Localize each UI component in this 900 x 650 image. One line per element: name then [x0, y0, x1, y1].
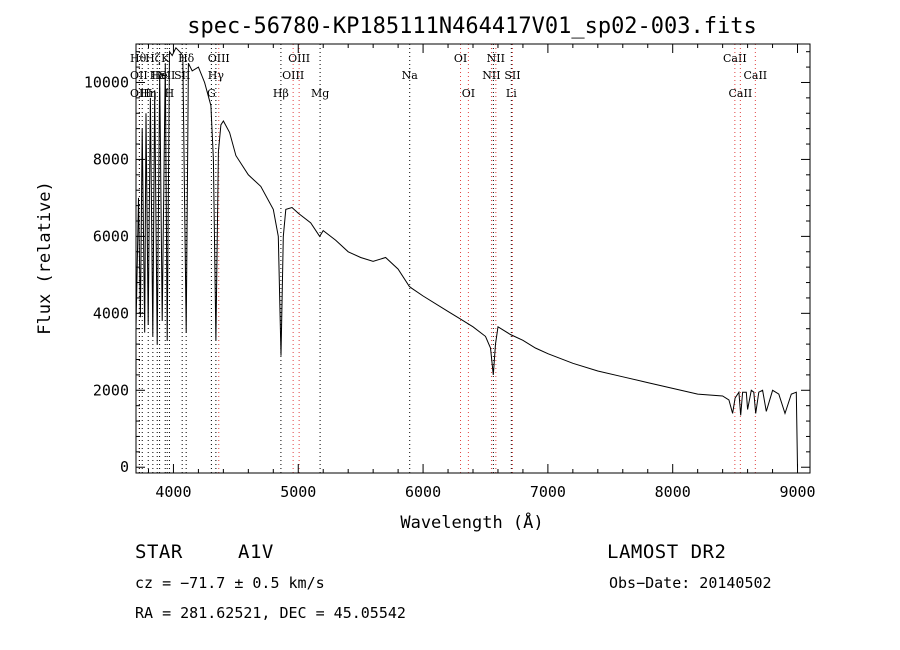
x-tick-label: 8000 [655, 483, 691, 501]
survey-label: LAMOST DR2 [607, 541, 727, 563]
y-tick-label: 10000 [84, 73, 129, 91]
chart-title: spec-56780-KP185111N464417V01_sp02-003.f… [187, 14, 757, 39]
line-marker-label: OIII [282, 69, 304, 82]
y-tick-label: 0 [120, 458, 129, 476]
redshift-cz: cz = −71.7 ± 0.5 km/s [135, 574, 325, 592]
y-tick-label: 8000 [93, 150, 129, 168]
line-marker-label: K [161, 52, 170, 65]
line-marker-label: Na [402, 69, 419, 82]
line-marker-label: SII [504, 69, 520, 82]
line-marker-label: Hβ [273, 87, 289, 100]
line-marker-label: OIII [288, 52, 310, 65]
object-type: STAR [135, 541, 183, 563]
x-tick-label: 6000 [405, 483, 441, 501]
line-marker-label: OII [130, 69, 148, 82]
y-tick-label: 2000 [93, 381, 129, 399]
line-marker-label: OI [462, 87, 475, 100]
obs-date: Obs−Date: 20140502 [609, 574, 772, 592]
coordinates: RA = 281.62521, DEC = 45.05542 [135, 604, 406, 622]
line-marker-label: Hε [150, 69, 166, 82]
spectrum-line [135, 46, 798, 468]
x-tick-label: 4000 [155, 483, 191, 501]
y-tick-label: 6000 [93, 227, 129, 245]
line-marker-label: Hγ [208, 69, 225, 82]
line-marker-label: OIII [208, 52, 230, 65]
x-axis-label: Wavelength (Å) [400, 511, 543, 533]
y-axis: 0 2000 4000 6000 8000 10000 [84, 51, 810, 476]
line-marker-label: CaII [743, 69, 767, 82]
y-axis-label: Flux (relative) [35, 181, 55, 335]
line-marker-label: Mg [311, 87, 329, 100]
x-axis: 4000 5000 6000 7000 8000 9000 [147, 44, 816, 501]
y-tick-label: 4000 [93, 304, 129, 322]
line-marker-label: Hθ [130, 52, 147, 65]
x-tick-label: 9000 [779, 483, 815, 501]
line-marker-label: CaII [723, 52, 747, 65]
x-tick-label: 7000 [530, 483, 566, 501]
line-markers: OIIOIIIHθHηHζHεHeKSIIHSIIHδGHγOIIIHβOIII… [130, 44, 767, 473]
subclass: A1V [238, 541, 274, 563]
line-marker-label: G [207, 87, 216, 100]
line-marker-label: SII [159, 69, 175, 82]
line-marker-label: Hζ [145, 52, 161, 65]
line-marker-label: NII [487, 52, 505, 65]
line-marker-label: Hδ [178, 52, 195, 65]
plot-frame [135, 43, 811, 474]
line-marker-label: NII [482, 69, 500, 82]
line-marker-label: CaII [729, 87, 753, 100]
line-marker-label: Hη [140, 87, 156, 100]
line-marker-label: OI [454, 52, 467, 65]
line-marker-label: Li [506, 87, 517, 100]
x-tick-label: 5000 [280, 483, 316, 501]
